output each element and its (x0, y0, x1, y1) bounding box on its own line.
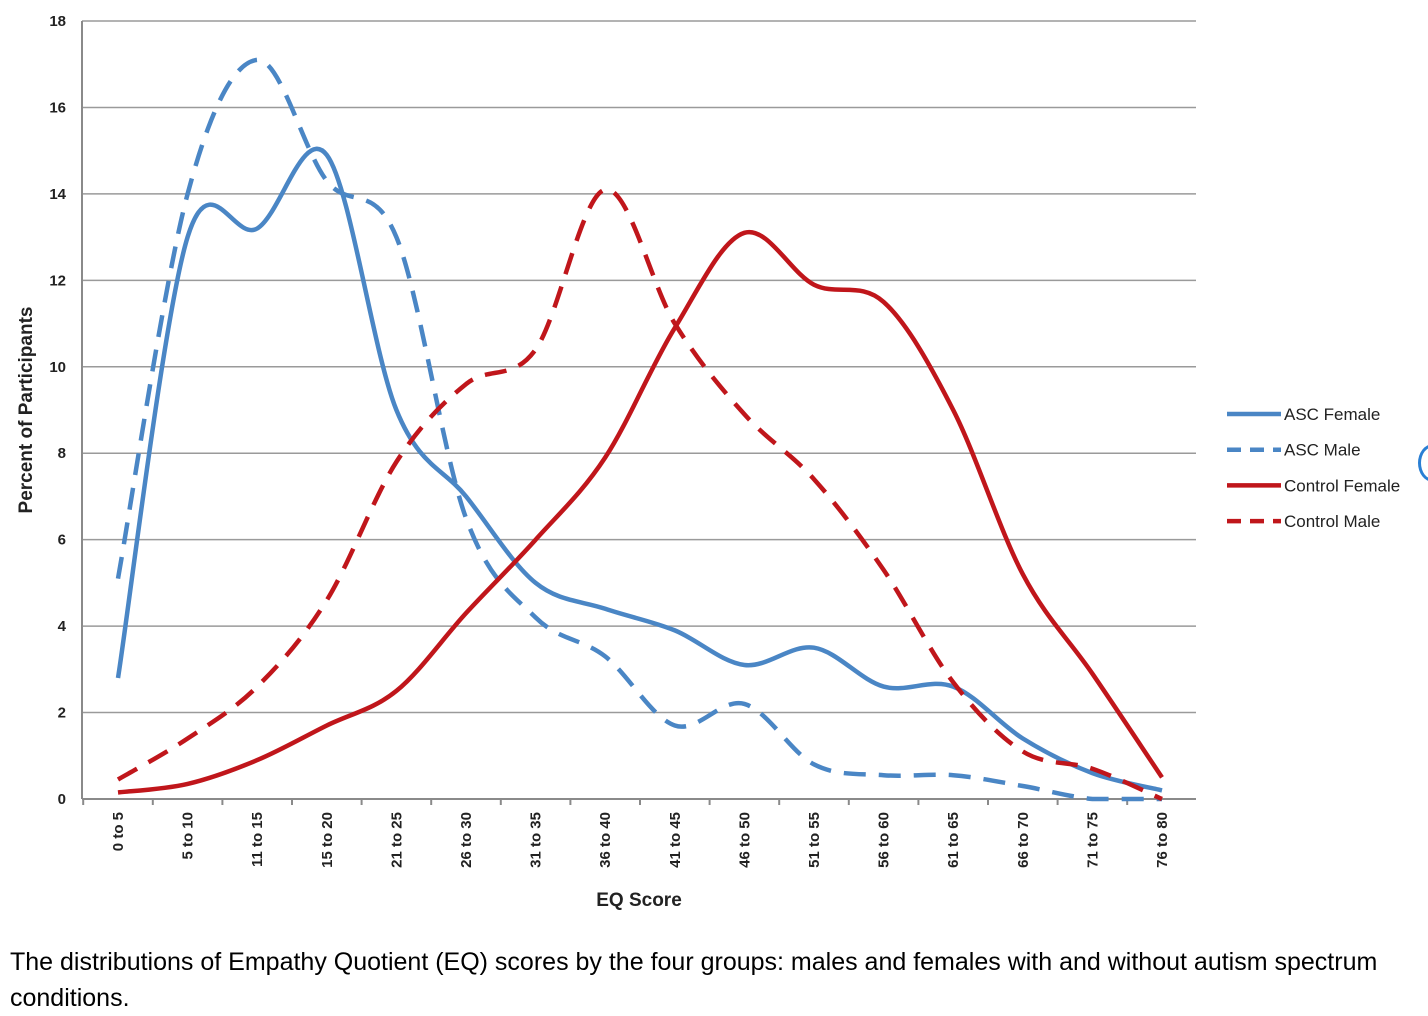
y-axis-title: Percent of Participants (16, 307, 37, 514)
x-tick-label: 71 to 75 (1084, 812, 1101, 868)
gridlines (82, 20, 1196, 714)
x-tick-label: 61 to 65 (945, 812, 962, 868)
x-tick-label: 41 to 45 (667, 812, 684, 868)
legend-label-control-female: Control Female (1284, 476, 1400, 495)
x-tick-label: 46 to 50 (736, 812, 753, 868)
x-tick-label: 5 to 10 (180, 812, 197, 860)
series-line-asc-female (115, 146, 1163, 793)
series-lines (115, 57, 1164, 802)
legend-label-asc-female: ASC Female (1284, 405, 1380, 424)
x-tick-label: 76 to 80 (1154, 812, 1171, 868)
x-tick-label: 15 to 20 (319, 812, 336, 868)
y-tick-label: 2 (58, 705, 66, 722)
y-tick-label: 16 (49, 99, 66, 116)
y-tick-label: 18 (49, 13, 66, 30)
x-tick-label: 11 to 15 (249, 812, 266, 867)
axes (81, 21, 1196, 805)
y-tick-label: 10 (49, 359, 66, 376)
y-tick-label: 6 (58, 532, 66, 549)
y-tick-label: 12 (49, 272, 66, 289)
legend-label-asc-male: ASC Male (1284, 441, 1361, 460)
legend: ASC Female ASC Male Control Female Control … (1227, 405, 1400, 531)
x-tick-label: 31 to 35 (528, 812, 545, 868)
series-line-control-male (116, 187, 1163, 802)
x-axis-title: EQ Score (596, 890, 682, 911)
x-tick-label: 51 to 55 (806, 812, 823, 868)
y-tick-label: 14 (49, 186, 66, 203)
eq-score-line-chart: 0 2 4 6 8 10 12 14 16 18 0 to 5 5 to 10 11 to 15 15 … (16, 13, 1400, 911)
x-tick-label: 36 to 40 (597, 812, 614, 868)
x-tick-label: 26 to 30 (458, 812, 475, 868)
x-tick-label: 66 to 70 (1015, 812, 1032, 868)
figure-caption: The distributions of Empathy Quotient (E… (10, 948, 1378, 1012)
y-tick-label: 0 (58, 791, 66, 808)
y-tick-labels: 0 2 4 6 8 10 12 14 16 18 (49, 13, 66, 808)
x-tick-labels: 0 to 5 5 to 10 11 to 15 15 to 20 21 to 25 26 … (110, 812, 1171, 868)
x-tick-label: 21 to 25 (388, 812, 405, 868)
y-tick-label: 8 (58, 445, 66, 462)
series-line-control-female (117, 229, 1164, 795)
x-tick-label: 0 to 5 (110, 812, 127, 851)
x-tick-label: 56 to 60 (876, 812, 893, 868)
y-tick-label: 4 (58, 618, 67, 635)
series-line-asc-male (115, 57, 1162, 802)
legend-label-control-male: Control Male (1284, 512, 1380, 531)
